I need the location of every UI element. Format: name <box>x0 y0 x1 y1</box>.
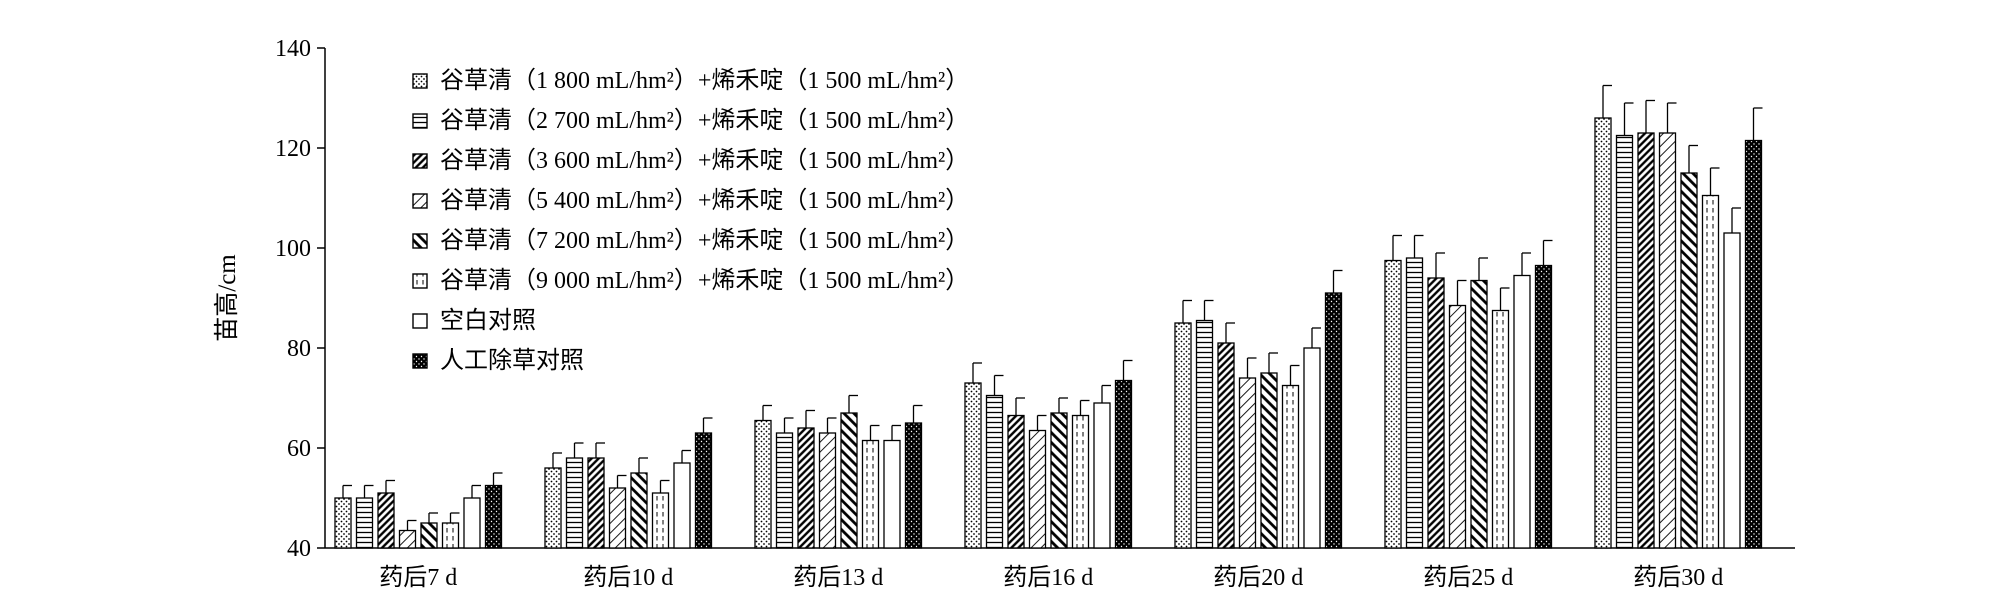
bar-s7-c6 <box>1513 274 1531 549</box>
y-ticks: 40 60 80 100 120 140 <box>275 36 325 562</box>
legend-label: 谷草清（9 000 mL/hm²）+烯禾啶（1 500 mL/hm²） <box>440 267 969 294</box>
bar-s2-c3 <box>775 432 794 549</box>
bar-s1-c3 <box>754 419 772 549</box>
bar-s2-c4 <box>985 394 1004 549</box>
legend: 谷草清（1 800 mL/hm²）+烯禾啶（1 500 mL/hm²） 谷草清（2… <box>412 67 969 374</box>
bar-s4-c6 <box>1448 304 1467 549</box>
y-tick-label: 40 <box>287 536 311 562</box>
legend-swatch <box>412 73 428 89</box>
bar-s4-c4 <box>1028 429 1047 549</box>
bar-s3-c4 <box>1007 414 1025 549</box>
bar-s8-c6 <box>1534 264 1553 549</box>
bar-s5-c5 <box>1260 372 1278 549</box>
legend-label: 谷草清（3 600 mL/hm²）+烯禾啶（1 500 mL/hm²） <box>440 147 969 174</box>
bar-s8-c2 <box>694 432 713 549</box>
bar-s2-c5 <box>1195 319 1214 549</box>
bar-s5-c4 <box>1050 412 1068 549</box>
bar-s6-c6 <box>1491 309 1510 549</box>
bar-s3-c3 <box>797 427 815 549</box>
bars <box>334 84 1763 549</box>
bar-s2-c7 <box>1615 134 1634 549</box>
legend-swatch <box>412 113 428 129</box>
bar-s1-c6 <box>1384 259 1402 549</box>
bar-s7-c3 <box>883 439 901 549</box>
bar-s4-c3 <box>818 432 837 549</box>
y-tick-label: 80 <box>287 336 311 362</box>
legend-swatch <box>412 313 428 329</box>
bar-s1-c7 <box>1594 117 1612 549</box>
x-tick-label: 药后13 d <box>793 564 883 591</box>
x-tick-label: 药后16 d <box>1003 564 1093 591</box>
legend-label: 谷草清（2 700 mL/hm²）+烯禾啶（1 500 mL/hm²） <box>440 107 969 134</box>
x-tick-label: 药后7 d <box>379 564 457 591</box>
bar-s1-c5 <box>1174 322 1192 549</box>
y-tick-label: 140 <box>275 36 311 62</box>
bar-s3-c2 <box>587 457 605 549</box>
legend-label: 谷草清（5 400 mL/hm²）+烯禾啶（1 500 mL/hm²） <box>440 187 969 214</box>
x-tick-label: 药后25 d <box>1423 564 1513 591</box>
bar-s8-c5 <box>1324 292 1343 549</box>
bar-s3-c5 <box>1217 342 1235 549</box>
legend-swatch <box>412 353 428 369</box>
bar-s6-c7 <box>1701 194 1720 549</box>
bar-s3-c6 <box>1427 277 1445 549</box>
legend-swatch <box>412 273 428 289</box>
legend-swatch <box>412 233 428 249</box>
y-tick-label: 120 <box>275 136 311 162</box>
bar-s8-c7 <box>1744 139 1763 549</box>
bar-s7-c2 <box>673 462 691 549</box>
bar-s6-c2 <box>651 492 670 549</box>
legend-label: 空白对照 <box>440 307 536 334</box>
bar-s4-c7 <box>1658 132 1677 549</box>
bar-s3-c7 <box>1637 132 1655 549</box>
bar-s1-c2 <box>544 467 562 549</box>
bar-s4-c5 <box>1238 377 1257 549</box>
x-tick-label: 药后10 d <box>583 564 673 591</box>
bar-s2-c6 <box>1405 257 1424 549</box>
x-tick-label: 药后20 d <box>1213 564 1303 591</box>
bar-s7-c4 <box>1093 402 1111 549</box>
bar-s7-c1 <box>463 497 481 549</box>
bar-s4-c1 <box>398 529 417 549</box>
legend-label: 谷草清（1 800 mL/hm²）+烯禾啶（1 500 mL/hm²） <box>440 67 969 94</box>
bar-s7-c7 <box>1723 232 1741 549</box>
bar-s4-c2 <box>608 487 627 549</box>
legend-swatch <box>412 193 428 209</box>
bar-s3-c1 <box>377 492 395 549</box>
bar-s1-c1 <box>334 497 352 549</box>
bar-s1-c4 <box>964 382 982 549</box>
bar-s8-c4 <box>1114 379 1133 549</box>
bar-s6-c3 <box>861 439 880 549</box>
bar-s5-c3 <box>840 412 858 549</box>
bar-s8-c3 <box>904 422 923 549</box>
bar-s5-c2 <box>630 472 648 549</box>
y-tick-label: 100 <box>275 236 311 262</box>
bar-s5-c6 <box>1470 279 1488 549</box>
bar-s2-c2 <box>565 457 584 549</box>
legend-label: 人工除草对照 <box>440 347 584 374</box>
bar-s8-c1 <box>484 484 503 549</box>
x-tick-label: 药后30 d <box>1633 564 1723 591</box>
y-tick-label: 60 <box>287 436 311 462</box>
bar-s2-c1 <box>355 497 374 549</box>
legend-swatch <box>412 153 428 169</box>
bar-s6-c5 <box>1281 384 1300 549</box>
bar-s6-c1 <box>441 522 460 549</box>
bar-s5-c7 <box>1680 172 1698 549</box>
bar-s7-c5 <box>1303 347 1321 549</box>
bar-s5-c1 <box>420 522 438 549</box>
legend-label: 谷草清（7 200 mL/hm²）+烯禾啶（1 500 mL/hm²） <box>440 227 969 254</box>
bar-s6-c4 <box>1071 414 1090 549</box>
y-axis-label: 苗高/cm <box>213 254 241 342</box>
x-tick-labels: 药后7 d 药后10 d 药后13 d 药后16 d 药后20 d 药后25 d 药后30 … <box>379 564 1723 591</box>
